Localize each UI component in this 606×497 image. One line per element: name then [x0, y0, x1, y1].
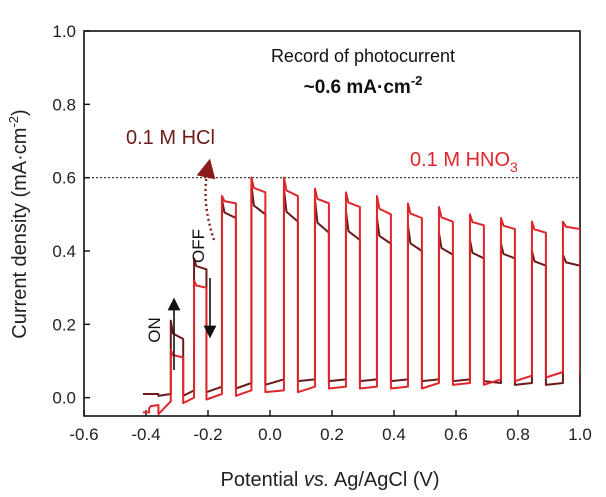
series-label-hcl: 0.1 M HCl: [126, 127, 215, 149]
off-label: OFF: [189, 229, 208, 263]
x-tick-label-8: 1.0: [568, 425, 592, 444]
x-tick-label-5: 0.4: [382, 425, 406, 444]
x-tick-label-0: -0.6: [69, 425, 98, 444]
y-axis-label-end: ): [9, 109, 31, 116]
series-label-hno3-main: 0.1 M HNO: [410, 149, 510, 171]
y-tick-label-1: 0.2: [52, 315, 76, 334]
record-annotation-sup: -2: [411, 73, 423, 88]
y-axis-label-sup: -2: [6, 116, 21, 128]
series-group: [142, 176, 580, 416]
x-tick-label-6: 0.6: [444, 425, 468, 444]
record-annotation-line2: ~0.6 mA·cm-2: [304, 73, 423, 98]
series-line-0: [142, 184, 580, 397]
x-tick-label-1: -0.4: [131, 425, 160, 444]
y-axis-label-main: Current density (mA·cm: [9, 128, 31, 339]
y-axis-label: Current density (mA·cm-2): [6, 109, 31, 338]
x-tick-label-7: 0.8: [506, 425, 530, 444]
on-label: ON: [145, 317, 164, 343]
series-line-1: [142, 176, 580, 416]
axis-ticks: -0.6 -0.4 -0.2 0.0 0.2 0.4 0.6 0.8 1.0 0.0 0.2 0.4 0…: [52, 22, 591, 444]
x-tick-label-4: 0.2: [320, 425, 344, 444]
y-tick-label-5: 1.0: [52, 22, 76, 41]
y-tick-label-4: 0.8: [52, 95, 76, 114]
x-axis-label: Potential vs. Ag/AgCl (V): [221, 469, 440, 491]
x-tick-label-2: -0.2: [193, 425, 222, 444]
record-annotation-line1: Record of photocurrent: [271, 46, 455, 66]
x-axis-label-part-1: Potential: [221, 469, 304, 491]
x-axis-label-italic: vs.: [304, 469, 330, 491]
hcl-pointer-arrow: [196, 158, 216, 241]
record-annotation-main: ~0.6 mA·cm: [304, 77, 411, 98]
y-tick-label-2: 0.4: [52, 242, 76, 261]
y-tick-label-0: 0.0: [52, 389, 76, 408]
series-label-hno3: 0.1 M HNO3: [410, 149, 518, 175]
y-tick-label-3: 0.6: [52, 169, 76, 188]
x-tick-label-3: 0.0: [258, 425, 282, 444]
x-axis-label-part-3: Ag/AgCl (V): [329, 469, 439, 491]
series-label-hno3-sub: 3: [510, 159, 518, 175]
